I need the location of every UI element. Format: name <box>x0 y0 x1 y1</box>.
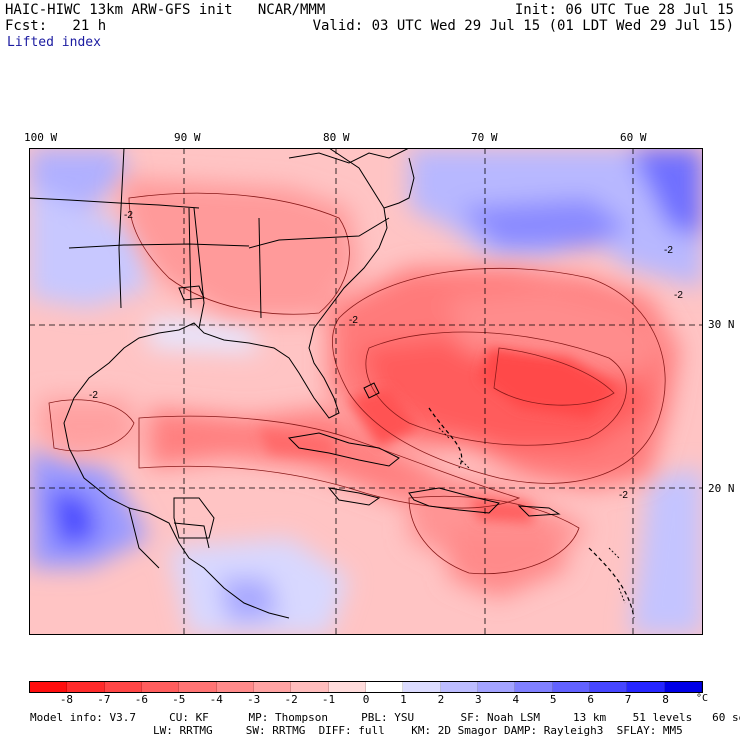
colorbar-tick-label: 5 <box>549 693 557 706</box>
colorbar-tick-label: -4 <box>209 693 223 706</box>
colorbar-tick-label: -1 <box>321 693 336 706</box>
lat-label-30n: 30 N <box>708 318 735 331</box>
model-info-line1: Model info: V3.7 CU: KF MP: Thompson PBL… <box>30 711 740 724</box>
model-info-line2: LW: RRTMG SW: RRTMG DIFF: full KM: 2D Sm… <box>153 724 683 737</box>
lon-label-90w: 90 W <box>174 131 201 144</box>
colorbar-tick-label: 7 <box>624 693 632 706</box>
colorbar-tick-label: 3 <box>475 693 482 706</box>
colorbar-tick-label: 6 <box>587 693 594 706</box>
contour-label: -2 <box>664 245 673 256</box>
colorbar-swatch <box>627 682 665 692</box>
colorbar-tick-label: -6 <box>134 693 148 706</box>
coastlines <box>29 148 561 619</box>
lifted-index-map: -2 -2 -2 -2 -2 -2 <box>29 148 703 635</box>
colorbar-swatch <box>515 682 553 692</box>
contour-label: -2 <box>619 490 628 501</box>
colorbar-swatch <box>440 682 478 692</box>
colorbar-unit: °C <box>696 693 709 704</box>
lon-label-100w: 100 W <box>24 131 58 144</box>
lon-label-80w: 80 W <box>323 131 350 144</box>
colorbar <box>29 681 703 693</box>
contour-lines <box>48 192 666 575</box>
colorbar-swatch <box>141 682 180 692</box>
colorbar-tick-label: 1 <box>400 693 407 706</box>
colorbar-swatch <box>664 682 702 692</box>
field-name: Lifted index <box>7 35 101 50</box>
colorbar-tick-label: -8 <box>59 693 74 706</box>
colorbar-swatch <box>477 682 516 692</box>
colorbar-swatch <box>365 682 404 692</box>
lon-label-60w: 60 W <box>620 131 647 144</box>
colorbar-tick-label: 4 <box>512 693 520 706</box>
zero-contour <box>428 407 635 619</box>
colorbar-tick-label: 0 <box>362 693 370 706</box>
colorbar-tick-label: -3 <box>247 693 261 706</box>
contour-label: -2 <box>349 315 358 326</box>
colorbar-swatch <box>179 682 217 692</box>
colorbar-tick-label: -7 <box>97 693 111 706</box>
colorbar-swatch <box>552 682 590 692</box>
colorbar-swatch <box>30 682 68 692</box>
contour-label: -2 <box>89 390 98 401</box>
lon-label-70w: 70 W <box>471 131 498 144</box>
colorbar-swatch <box>253 682 292 692</box>
colorbar-swatch <box>291 682 329 692</box>
colorbar-tick-label: 2 <box>437 693 445 706</box>
forecast-hour: Fcst: 21 h <box>5 18 107 34</box>
model-title: HAIC-HIWC 13km ARW-GFS init NCAR/MMM <box>5 2 326 18</box>
stable-regions <box>29 148 703 635</box>
colorbar-swatch <box>216 682 254 692</box>
colorbar-swatch <box>403 682 441 692</box>
lat-lon-grid <box>29 148 703 635</box>
colorbar-swatch <box>328 682 366 692</box>
init-time: Init: 06 UTC Tue 28 Jul 15 <box>514 2 734 18</box>
colorbar-swatch <box>67 682 105 692</box>
colorbar-tick-label: -2 <box>284 693 298 706</box>
colorbar-swatch <box>589 682 628 692</box>
contour-label: -2 <box>674 290 683 301</box>
lat-label-20n: 20 N <box>708 482 735 495</box>
colorbar-tick-label: -5 <box>172 693 186 706</box>
colorbar-tick-label: 8 <box>662 693 669 706</box>
contour-label: -2 <box>124 210 133 221</box>
valid-time: Valid: 03 UTC Wed 29 Jul 15 (01 LDT Wed … <box>312 18 734 34</box>
colorbar-swatch <box>104 682 142 692</box>
